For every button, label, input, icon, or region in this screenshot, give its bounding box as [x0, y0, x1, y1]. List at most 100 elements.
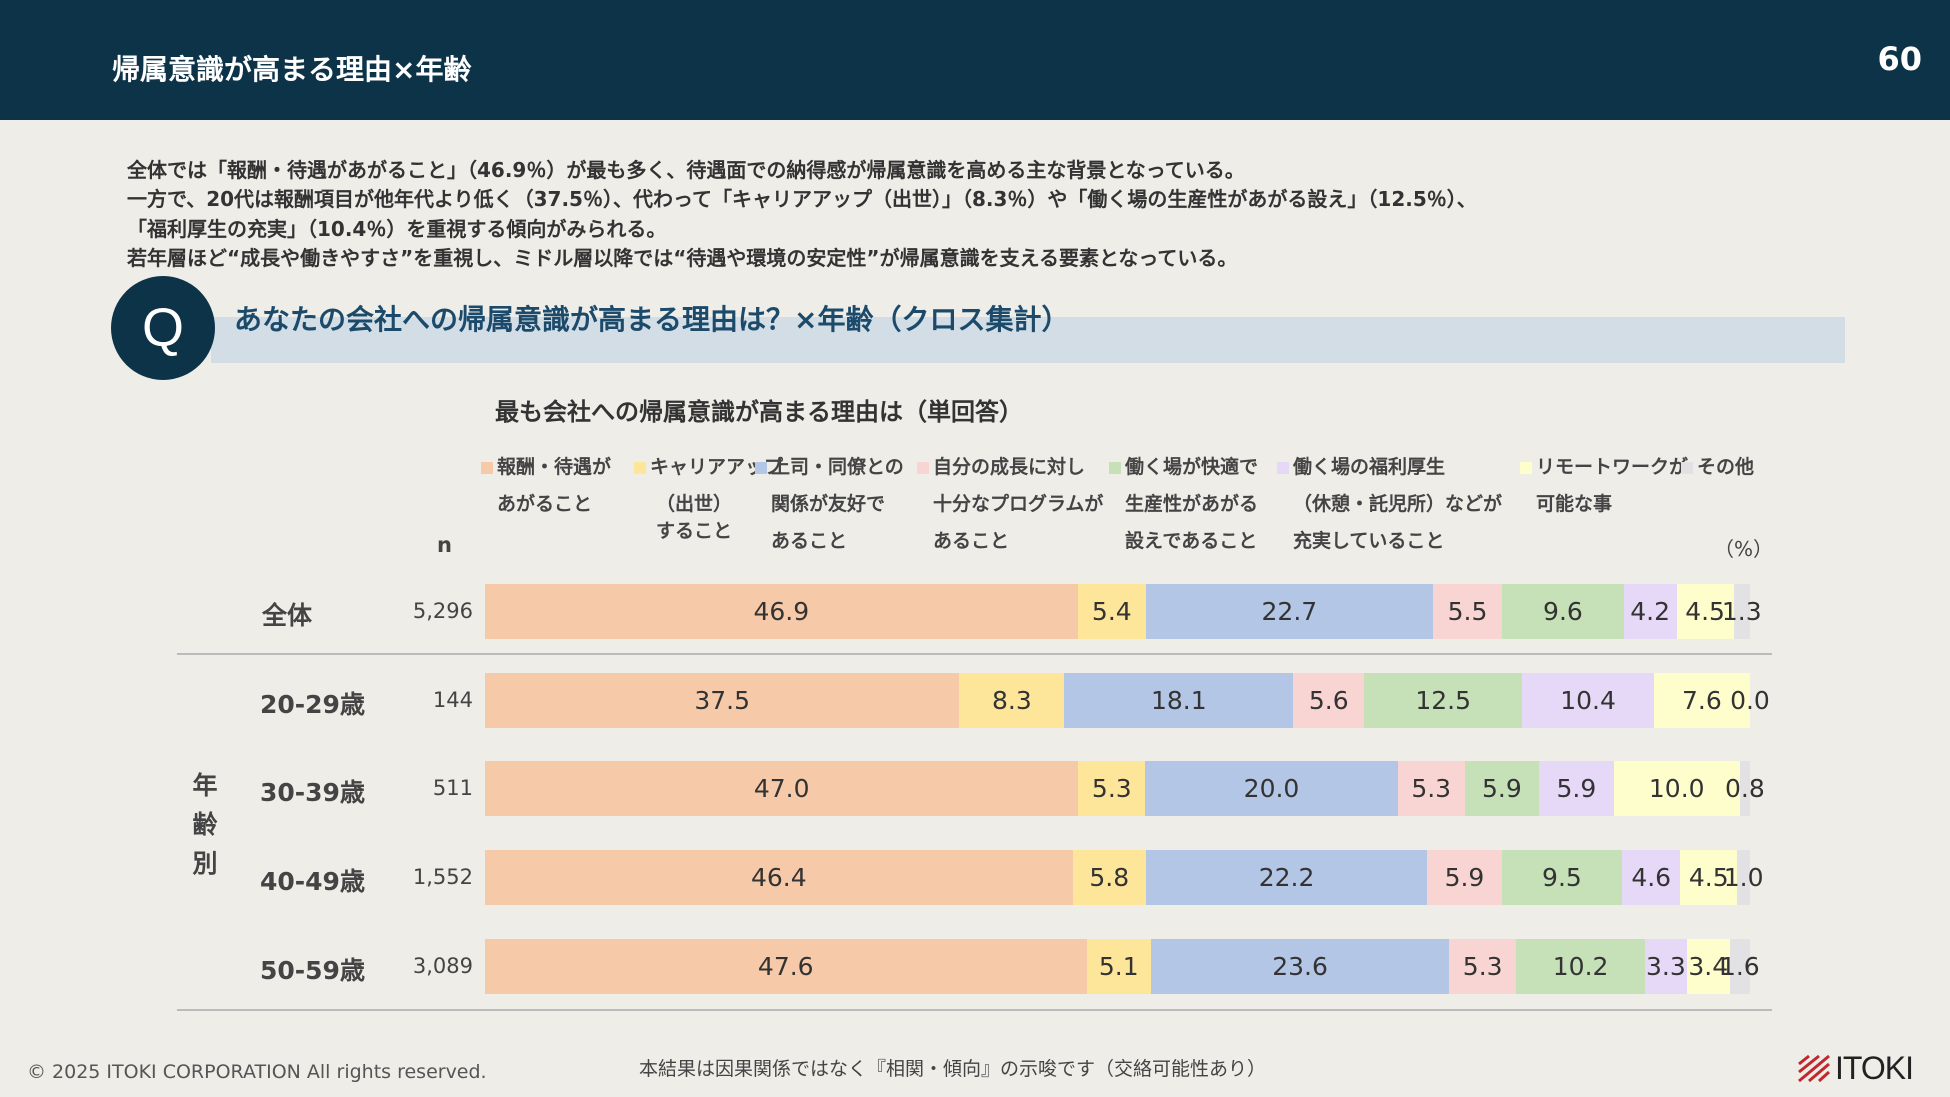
- legend-item: 上司・同僚との 関係が友好で あること: [755, 449, 904, 560]
- data-label: 23.6: [1272, 952, 1328, 981]
- row-label: 30-39歳: [260, 778, 365, 807]
- divider: [177, 653, 1772, 655]
- legend-swatch: [1681, 461, 1693, 474]
- data-label: 5.3: [1462, 952, 1503, 981]
- legend-swatch: [1520, 461, 1532, 474]
- row-n: 1,552: [412, 865, 473, 889]
- question-text: あなたの会社への帰属意識が高まる理由は？×年齢（クロス集計）: [234, 303, 1070, 336]
- data-label: 5.9: [1482, 774, 1522, 803]
- legend-swatch: [1277, 461, 1289, 474]
- data-label: 9.5: [1542, 863, 1582, 892]
- bar-segment: 20.0: [1145, 761, 1398, 816]
- data-label: 1.6: [1719, 952, 1760, 981]
- data-label: 12.5: [1415, 686, 1472, 715]
- legend-swatch: [481, 461, 493, 474]
- legend-label: 充実していること: [1293, 530, 1445, 552]
- bar-segment: 5.6: [1293, 673, 1365, 728]
- copyright: © 2025 ITOKI CORPORATION All rights rese…: [27, 1061, 487, 1083]
- summary-line: 全体では「報酬・待遇があがること」（46.9％）が最も多く、待遇面での納得感が帰…: [127, 158, 1245, 182]
- stacked-bar: 37.5 8.3 18.1 5.6 12.5 10.4 7.6 0.0: [485, 673, 1770, 728]
- bar-segment: 5.4: [1077, 584, 1146, 639]
- legend-label: あること: [771, 530, 848, 552]
- stacked-bar: 47.0 5.3 20.0 5.3 5.9 5.9 10.0 0.8: [485, 761, 1765, 816]
- data-label: 4.5: [1685, 597, 1725, 626]
- bar-segment: 18.1: [1064, 673, 1294, 728]
- legend-item: 自分の成長に対し 十分なプログラムが あること: [917, 449, 1103, 560]
- bar-segment: 8.3: [959, 673, 1065, 728]
- bar-segment: 23.6: [1150, 939, 1450, 994]
- legend-label: キャリアアップ: [650, 456, 784, 478]
- legend-label: 上司・同僚との: [771, 456, 904, 478]
- group-label: 年齢別: [189, 772, 218, 889]
- data-label: 37.5: [694, 686, 751, 715]
- page-title: 帰属意識が高まる理由×年齢: [112, 53, 472, 86]
- legend-swatch: [917, 461, 929, 474]
- legend-label: その他: [1697, 456, 1755, 478]
- data-label: 46.4: [750, 863, 807, 892]
- bar-segment: 22.2: [1145, 850, 1428, 905]
- logo-text: ITOKI: [1835, 1050, 1914, 1086]
- data-label: 10.0: [1648, 774, 1705, 803]
- legend-swatch: [634, 461, 646, 474]
- bar-segment: 22.7: [1145, 584, 1433, 639]
- data-label: 5.4: [1091, 597, 1132, 626]
- summary-line: 若年層ほど“成長や働きやすさ”を重視し、ミドル層以降では“待遇や環境の安定性”が…: [127, 246, 1238, 270]
- legend-item: 報酬・待遇が あがること: [481, 449, 611, 523]
- bar-segment: 3.4: [1686, 939, 1730, 994]
- bar-segment: 4.2: [1623, 584, 1677, 639]
- data-label: 0.0: [1730, 686, 1770, 715]
- legend-item: その他: [1681, 449, 1754, 486]
- bar-segment: 5.8: [1072, 850, 1146, 905]
- bar-segment: 4.5: [1676, 584, 1734, 639]
- legend-label: 可能な事: [1536, 493, 1613, 515]
- data-label: 0.8: [1725, 774, 1765, 803]
- bar-segment: 5.9: [1539, 761, 1614, 816]
- bar-segment: 5.9: [1464, 761, 1540, 816]
- legend-item: 働く場の福利厚生 （休憩・託児所）などが 充実していること: [1277, 449, 1502, 560]
- bar-segment: 1.6: [1720, 939, 1760, 994]
- data-label: 47.6: [757, 952, 814, 981]
- data-label: 9.6: [1543, 597, 1583, 626]
- data-label: 20.0: [1243, 774, 1300, 803]
- bar-segment: 46.4: [485, 850, 1073, 905]
- bar-segment: 5.1: [1086, 939, 1151, 994]
- legend-item: リモートワークが 可能な事: [1520, 449, 1688, 523]
- bar-segment: 12.5: [1364, 673, 1523, 728]
- data-label: 18.1: [1151, 686, 1207, 715]
- legend-swatch: [1109, 461, 1121, 474]
- legend-label: 自分の成長に対し: [933, 456, 1086, 478]
- bar-segment: 5.3: [1449, 939, 1517, 994]
- bar-segment: 47.0: [485, 761, 1079, 816]
- row-label: 全体: [262, 601, 313, 630]
- question-band: [211, 317, 1845, 363]
- bar-segment: 1.3: [1722, 584, 1762, 639]
- data-label: 10.4: [1560, 686, 1616, 715]
- data-label: 5.9: [1556, 774, 1597, 803]
- question-badge: Q: [111, 276, 215, 380]
- header-bar: [0, 0, 1950, 120]
- legend-label: あがること: [497, 493, 593, 515]
- legend-label: 関係が友好で: [771, 493, 886, 515]
- bar-segment: 10.4: [1522, 673, 1654, 728]
- legend-swatch: [755, 461, 767, 474]
- row-label: 40-49歳: [260, 867, 365, 896]
- data-label: 5.9: [1444, 863, 1485, 892]
- bar-segment: 9.5: [1501, 850, 1623, 905]
- bar-segment: 10.0: [1613, 761, 1740, 816]
- data-label: 5.3: [1411, 774, 1452, 803]
- data-label: 1.3: [1721, 597, 1762, 626]
- data-label: 8.3: [991, 686, 1032, 715]
- summary-line: 一方で、20代は報酬項目が他年代より低く（37.5％）、代わって「キャリアアップ…: [127, 187, 1477, 211]
- row-n: 511: [432, 776, 473, 800]
- bar-segment: 5.3: [1397, 761, 1465, 816]
- bar-segment: 7.6: [1653, 673, 1750, 728]
- legend-label: 報酬・待遇が: [497, 456, 612, 478]
- itoki-logo: ITOKI: [1797, 1050, 1914, 1087]
- data-label: 3.4: [1688, 952, 1729, 981]
- data-label: 5.1: [1098, 952, 1139, 981]
- bar-segment: 46.9: [485, 584, 1078, 639]
- legend-label: あること: [933, 530, 1010, 552]
- bar-segment: 3.3: [1645, 939, 1687, 994]
- footnote: 本結果は因果関係ではなく『相関・傾向』の示唆です（交絡可能性あり）: [639, 1058, 1267, 1080]
- data-label: 5.5: [1447, 597, 1488, 626]
